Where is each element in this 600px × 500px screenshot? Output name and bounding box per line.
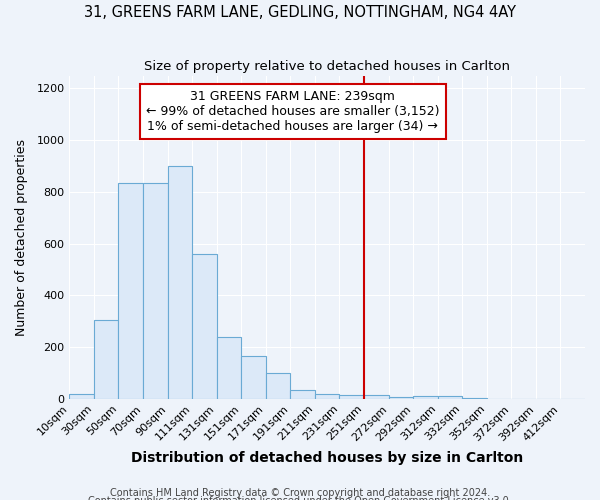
Bar bbox=[94, 320, 118, 399]
Title: Size of property relative to detached houses in Carlton: Size of property relative to detached ho… bbox=[144, 60, 510, 73]
Bar bbox=[70, 394, 94, 399]
Bar bbox=[118, 183, 143, 399]
Text: 31 GREENS FARM LANE: 239sqm
← 99% of detached houses are smaller (3,152)
1% of s: 31 GREENS FARM LANE: 239sqm ← 99% of det… bbox=[146, 90, 440, 133]
Bar bbox=[315, 394, 340, 399]
Text: Contains public sector information licensed under the Open Government Licence v3: Contains public sector information licen… bbox=[88, 496, 512, 500]
Bar bbox=[167, 166, 192, 399]
Text: 31, GREENS FARM LANE, GEDLING, NOTTINGHAM, NG4 4AY: 31, GREENS FARM LANE, GEDLING, NOTTINGHA… bbox=[84, 5, 516, 20]
Bar bbox=[389, 397, 413, 399]
Bar bbox=[437, 396, 462, 399]
Bar bbox=[290, 390, 315, 399]
Bar bbox=[462, 398, 487, 399]
X-axis label: Distribution of detached houses by size in Carlton: Distribution of detached houses by size … bbox=[131, 451, 523, 465]
Text: Contains HM Land Registry data © Crown copyright and database right 2024.: Contains HM Land Registry data © Crown c… bbox=[110, 488, 490, 498]
Bar bbox=[364, 395, 389, 399]
Bar bbox=[340, 395, 364, 399]
Bar bbox=[192, 254, 217, 399]
Bar bbox=[217, 337, 241, 399]
Bar bbox=[143, 183, 167, 399]
Y-axis label: Number of detached properties: Number of detached properties bbox=[15, 138, 28, 336]
Bar bbox=[413, 396, 437, 399]
Bar bbox=[266, 373, 290, 399]
Bar bbox=[241, 356, 266, 399]
